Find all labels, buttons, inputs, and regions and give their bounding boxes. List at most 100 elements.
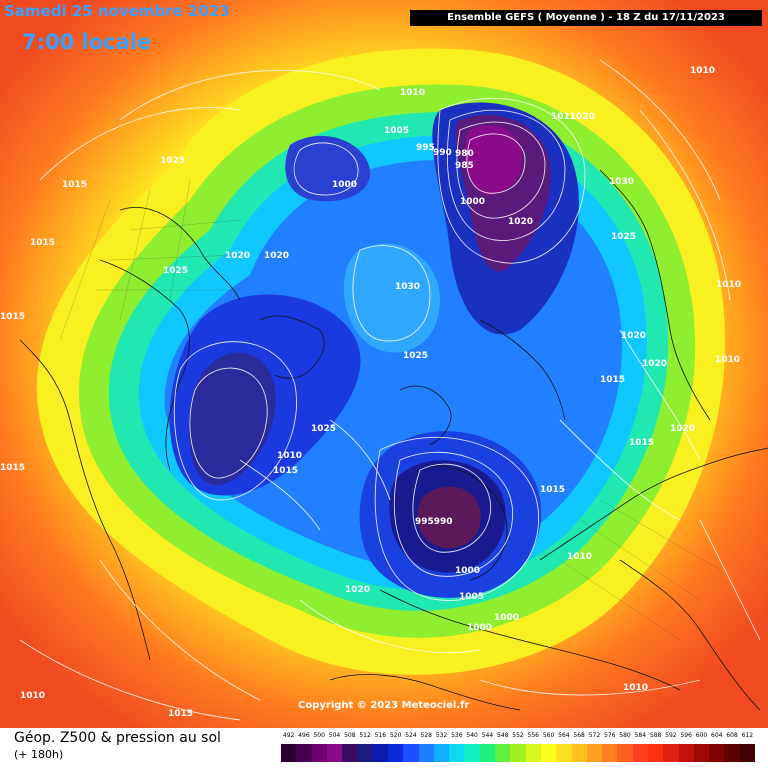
color-scale-swatch — [326, 744, 343, 762]
ridge-pole — [343, 243, 440, 353]
legend-panel: Géop. Z500 & pression au sol (+ 180h) 49… — [0, 728, 768, 768]
legend-title: Géop. Z500 & pression au sol — [14, 730, 221, 746]
color-scale-label: 516 — [374, 732, 387, 739]
isobar-label: 1010 — [690, 66, 715, 76]
isobar-label: 1010 — [623, 683, 648, 693]
isobar-label: 1005 — [459, 592, 484, 602]
isobar-label: 1010 — [567, 552, 592, 562]
color-scale-label: 588 — [649, 732, 662, 739]
color-scale-label: 560 — [542, 732, 555, 739]
forecast-local-time: 7:00 locale — [22, 30, 152, 54]
isobar-label: 1015 — [540, 485, 565, 495]
color-scale-label: 544 — [481, 732, 494, 739]
color-scale-label: 528 — [420, 732, 432, 739]
color-scale-label: 568 — [573, 732, 585, 739]
color-scale-label: 520 — [389, 732, 402, 739]
color-scale-label: 496 — [298, 732, 310, 739]
isobar-label: 1025 — [403, 351, 428, 361]
color-scale-label: 492 — [282, 732, 295, 739]
color-scale-label: 596 — [680, 732, 692, 739]
color-scale-label: 600 — [695, 732, 708, 739]
color-scale-swatch — [647, 744, 664, 762]
isobar-label: 1010 — [715, 355, 740, 365]
color-scale-swatch — [449, 744, 465, 762]
color-scale-label: 556 — [527, 732, 539, 739]
color-scale-swatch — [388, 744, 404, 762]
isobar-label: 1030 — [609, 177, 634, 187]
model-run-banner: Ensemble GEFS ( Moyenne ) - 18 Z du 17/1… — [410, 10, 762, 26]
color-scale-swatch — [525, 744, 542, 762]
color-scale-swatch — [571, 744, 588, 762]
color-scale-swatch — [296, 744, 313, 762]
isobar-label: 1025 — [163, 266, 188, 276]
color-scale-swatch — [495, 744, 511, 762]
color-scale-swatch — [281, 744, 297, 762]
isobar-label: 1025 — [160, 156, 185, 166]
color-scale-swatch — [632, 744, 649, 762]
isobar-label: 1015 — [30, 238, 55, 248]
isobar-label: 1000 — [332, 180, 357, 190]
isobars — [19, 59, 761, 721]
low-south-core — [417, 486, 481, 549]
isobar-label: 1000 — [494, 613, 519, 623]
color-scale-label: 500 — [313, 732, 325, 739]
isobar-label: 990 — [433, 148, 452, 158]
color-scale-swatch — [464, 744, 481, 762]
legend-subtitle: (+ 180h) — [14, 748, 64, 761]
geopotential-map: 1010 1005 995 990 985 980 1000 1020 1011… — [0, 0, 768, 728]
color-scale-swatch — [510, 744, 527, 762]
isobar-label: 985 — [455, 161, 474, 171]
isobar-label: 1015 — [62, 180, 87, 190]
color-scale-swatch — [311, 744, 328, 762]
color-scale-swatch — [678, 744, 695, 762]
isobar-label: 1010 — [716, 280, 741, 290]
color-scale-label: 504 — [328, 732, 341, 739]
isobar-label: 1025 — [311, 424, 336, 434]
isobar-label: 1010 — [277, 451, 302, 461]
isobar-label: 1015 — [0, 463, 25, 473]
isobar-label: 1020 — [621, 331, 646, 341]
color-scale-label: 580 — [619, 732, 631, 739]
isobar-label: 1020 — [642, 359, 667, 369]
isobar-label: 1020 — [508, 217, 533, 227]
isobar-label: 1011020 — [551, 112, 595, 122]
color-scale-label: 584 — [634, 732, 647, 739]
color-scale-label: 564 — [558, 732, 570, 739]
isobar-label: 995 — [416, 143, 435, 153]
color-scale-label: 508 — [344, 732, 356, 739]
isobar-label: 1000 — [455, 566, 480, 576]
isobar-label: 1030 — [395, 282, 420, 292]
color-scale-label: 548 — [496, 732, 509, 739]
isobar-label: 1015 — [168, 709, 193, 719]
color-scale-swatch — [479, 744, 496, 762]
color-scale-label: 552 — [512, 732, 524, 739]
color-scale-swatch — [724, 744, 741, 762]
color-scale-label: 608 — [726, 732, 738, 739]
color-scale-swatch — [418, 744, 435, 762]
isobar-label: 1000 — [467, 623, 492, 633]
color-scale-swatch — [602, 744, 618, 762]
color-scale-label: 592 — [665, 732, 677, 739]
isobar-labels: 1010 1005 995 990 985 980 1000 1020 1011… — [0, 66, 741, 719]
color-scale-label: 604 — [711, 732, 723, 739]
color-scale-label: 536 — [451, 732, 463, 739]
color-scale-swatch — [556, 744, 572, 762]
isobar-label: 1025 — [611, 232, 636, 242]
color-scale-swatch — [693, 744, 710, 762]
forecast-date: Samedi 25 novembre 2023 — [4, 2, 230, 20]
color-scale-swatch — [372, 744, 389, 762]
color-scale-swatch — [663, 744, 680, 762]
graticule — [59, 179, 721, 641]
isobar-label: 1015 — [273, 466, 298, 476]
color-scale-labels: 492 496 500 504 508 512 516 520 524 528 532 536 540 5… — [281, 732, 755, 742]
color-scale-label: 576 — [604, 732, 616, 739]
isobar-label: 1020 — [670, 424, 695, 434]
low-north-center — [465, 125, 523, 195]
color-scale-bar — [281, 744, 756, 762]
color-scale-swatch — [433, 744, 450, 762]
isobar-label: 1015 — [629, 438, 654, 448]
isobar-label: 1020 — [345, 585, 370, 595]
color-scale-label: 572 — [588, 732, 601, 739]
color-scale-swatch — [357, 744, 374, 762]
color-scale-swatch — [739, 744, 756, 762]
